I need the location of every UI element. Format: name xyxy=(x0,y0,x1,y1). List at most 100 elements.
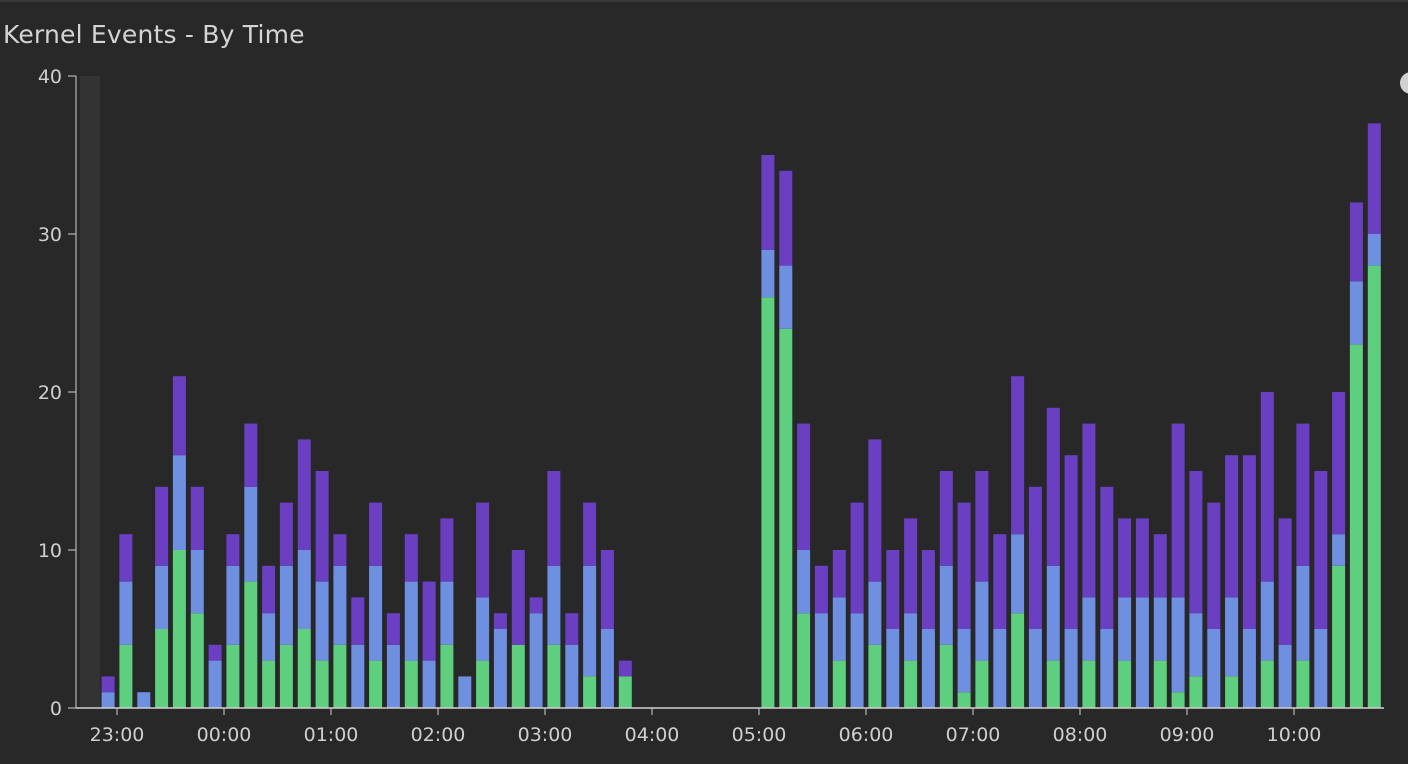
bar-segment[interactable] xyxy=(529,597,543,614)
bar-segment[interactable] xyxy=(957,502,971,629)
bar-segment[interactable] xyxy=(226,534,240,566)
bar-segment[interactable] xyxy=(226,644,240,708)
bar-segment[interactable] xyxy=(975,471,989,582)
bar-segment[interactable] xyxy=(547,565,561,645)
bar-segment[interactable] xyxy=(190,486,204,550)
bar-segment[interactable] xyxy=(779,328,793,708)
bar-segment[interactable] xyxy=(1242,629,1256,708)
bar-segment[interactable] xyxy=(1118,660,1132,708)
bar-segment[interactable] xyxy=(297,439,311,550)
bar-segment[interactable] xyxy=(119,534,133,582)
bar-segment[interactable] xyxy=(422,581,436,661)
bar-segment[interactable] xyxy=(297,629,311,708)
bar-segment[interactable] xyxy=(797,423,811,550)
bar-segment[interactable] xyxy=(511,550,525,645)
bar-segment[interactable] xyxy=(190,550,204,614)
bar-segment[interactable] xyxy=(208,644,222,661)
bar-segment[interactable] xyxy=(333,644,347,708)
bar-segment[interactable] xyxy=(1189,613,1203,677)
bar-segment[interactable] xyxy=(1082,597,1096,661)
bar-segment[interactable] xyxy=(1028,629,1042,708)
bar-segment[interactable] xyxy=(921,550,935,629)
bar-segment[interactable] xyxy=(618,676,632,708)
bar-segment[interactable] xyxy=(279,502,293,566)
bar-segment[interactable] xyxy=(904,660,918,708)
bar-segment[interactable] xyxy=(244,486,258,582)
bar-segment[interactable] xyxy=(1260,660,1274,708)
bars-layer[interactable] xyxy=(101,123,1381,708)
bar-segment[interactable] xyxy=(957,629,971,693)
bar-segment[interactable] xyxy=(440,644,454,708)
bar-segment[interactable] xyxy=(1171,692,1185,708)
bar-segment[interactable] xyxy=(904,518,918,614)
bar-segment[interactable] xyxy=(1367,265,1381,708)
bar-segment[interactable] xyxy=(1260,581,1274,661)
bar-segment[interactable] xyxy=(1046,565,1060,661)
bar-segment[interactable] xyxy=(369,660,383,708)
bar-segment[interactable] xyxy=(279,565,293,645)
bar-segment[interactable] xyxy=(1153,597,1167,661)
bar-segment[interactable] xyxy=(1349,281,1363,345)
bar-segment[interactable] xyxy=(386,613,400,645)
bar-segment[interactable] xyxy=(101,676,115,693)
bar-segment[interactable] xyxy=(493,613,507,629)
bar-segment[interactable] xyxy=(1100,629,1114,708)
bar-segment[interactable] xyxy=(1135,597,1149,708)
bar-segment[interactable] xyxy=(1011,613,1025,708)
bar-segment[interactable] xyxy=(761,249,775,298)
bar-segment[interactable] xyxy=(565,644,579,708)
bar-segment[interactable] xyxy=(761,297,775,708)
bar-segment[interactable] xyxy=(333,534,347,566)
bar-segment[interactable] xyxy=(832,550,846,598)
bar-segment[interactable] xyxy=(386,644,400,708)
bar-segment[interactable] xyxy=(1064,455,1078,629)
bar-segment[interactable] xyxy=(262,565,276,614)
bar-segment[interactable] xyxy=(779,265,793,329)
bar-segment[interactable] xyxy=(155,629,169,708)
bar-segment[interactable] xyxy=(850,502,864,614)
bar-segment[interactable] xyxy=(547,471,561,566)
bar-segment[interactable] xyxy=(939,471,953,566)
bar-segment[interactable] xyxy=(315,471,329,582)
bar-segment[interactable] xyxy=(155,486,169,566)
panel-resize-handle[interactable] xyxy=(1400,72,1408,94)
bar-segment[interactable] xyxy=(832,660,846,708)
bar-segment[interactable] xyxy=(939,644,953,708)
bar-segment[interactable] xyxy=(351,644,365,708)
bar-segment[interactable] xyxy=(279,644,293,708)
bar-segment[interactable] xyxy=(1028,486,1042,629)
bar-segment[interactable] xyxy=(1189,676,1203,708)
bar-segment[interactable] xyxy=(1332,534,1346,566)
bar-segment[interactable] xyxy=(814,565,828,614)
bar-segment[interactable] xyxy=(440,518,454,582)
bar-segment[interactable] xyxy=(1332,392,1346,535)
bar-segment[interactable] xyxy=(1349,202,1363,282)
bar-segment[interactable] xyxy=(583,502,597,566)
bar-segment[interactable] xyxy=(1242,455,1256,629)
bar-segment[interactable] xyxy=(1153,660,1167,708)
bar-segment[interactable] xyxy=(1135,518,1149,598)
bar-segment[interactable] xyxy=(1064,629,1078,708)
bar-segment[interactable] xyxy=(1118,597,1132,661)
bar-segment[interactable] xyxy=(529,613,543,708)
bar-segment[interactable] xyxy=(993,629,1007,708)
bar-segment[interactable] xyxy=(600,629,614,708)
bar-segment[interactable] xyxy=(404,534,418,582)
bar-segment[interactable] xyxy=(476,660,490,708)
bar-segment[interactable] xyxy=(975,581,989,661)
bar-segment[interactable] xyxy=(583,676,597,708)
bar-segment[interactable] xyxy=(850,613,864,708)
bar-segment[interactable] xyxy=(1046,407,1060,566)
bar-segment[interactable] xyxy=(172,455,186,550)
bar-segment[interactable] xyxy=(868,644,882,708)
bar-segment[interactable] xyxy=(1225,676,1239,708)
bar-segment[interactable] xyxy=(957,692,971,708)
bar-segment[interactable] xyxy=(939,565,953,645)
bar-segment[interactable] xyxy=(1082,660,1096,708)
bar-segment[interactable] xyxy=(1189,471,1203,614)
bar-segment[interactable] xyxy=(315,660,329,708)
bar-segment[interactable] xyxy=(1207,502,1221,629)
bar-segment[interactable] xyxy=(868,439,882,582)
bar-segment[interactable] xyxy=(369,565,383,661)
bar-segment[interactable] xyxy=(1046,660,1060,708)
